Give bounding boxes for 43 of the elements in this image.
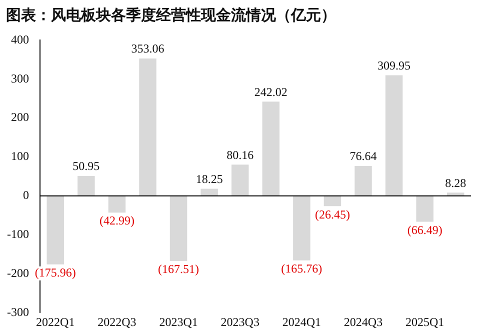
y-tick-label: 400 <box>10 32 29 46</box>
y-tick-label: 100 <box>10 149 29 164</box>
x-tick-label: 2022Q1 <box>36 314 75 329</box>
y-tick-label: 300 <box>10 71 29 86</box>
x-tick-label: 2024Q3 <box>344 314 383 329</box>
y-tick-label: 200 <box>10 110 29 124</box>
bar <box>139 58 156 196</box>
data-label: (165.76) <box>281 262 322 276</box>
data-label: 50.95 <box>72 159 100 174</box>
y-tick-label: 0 <box>22 188 29 202</box>
bar <box>78 176 95 196</box>
data-label: 242.02 <box>254 84 288 99</box>
y-tick-label: -100 <box>6 226 29 241</box>
bar <box>262 102 280 196</box>
data-label: (42.99) <box>99 214 134 228</box>
bar <box>46 196 64 264</box>
bar <box>170 196 188 262</box>
data-label: 80.16 <box>226 148 254 162</box>
data-label: 76.64 <box>350 149 377 164</box>
x-tick-label: 2025Q1 <box>405 314 444 329</box>
y-tick-label: -300 <box>6 304 29 319</box>
data-label: (26.45) <box>314 207 350 222</box>
bar <box>416 196 434 222</box>
bar <box>293 196 310 260</box>
bar <box>200 188 218 196</box>
y-tick-label: -200 <box>6 266 29 280</box>
data-label: (66.49) <box>407 222 442 237</box>
data-label: (167.51) <box>158 262 200 276</box>
bar <box>354 166 372 196</box>
x-tick-label: 2022Q3 <box>98 314 136 329</box>
x-tick-label: 2024Q1 <box>282 314 322 329</box>
bar <box>108 196 126 213</box>
chart-title: 图表：风电板块各季度经营性现金流情况（亿元） <box>6 6 336 25</box>
bar <box>324 196 342 206</box>
x-tick-label: 2023Q1 <box>159 314 198 329</box>
data-label: 8.28 <box>445 176 466 190</box>
data-label: 353.06 <box>131 42 164 56</box>
bar <box>385 75 403 196</box>
x-tick-label: 2023Q3 <box>220 314 260 329</box>
bar <box>231 164 249 196</box>
data-label: (175.96) <box>34 265 76 280</box>
data-label: 309.95 <box>378 58 411 72</box>
data-label: 18.25 <box>196 172 223 186</box>
